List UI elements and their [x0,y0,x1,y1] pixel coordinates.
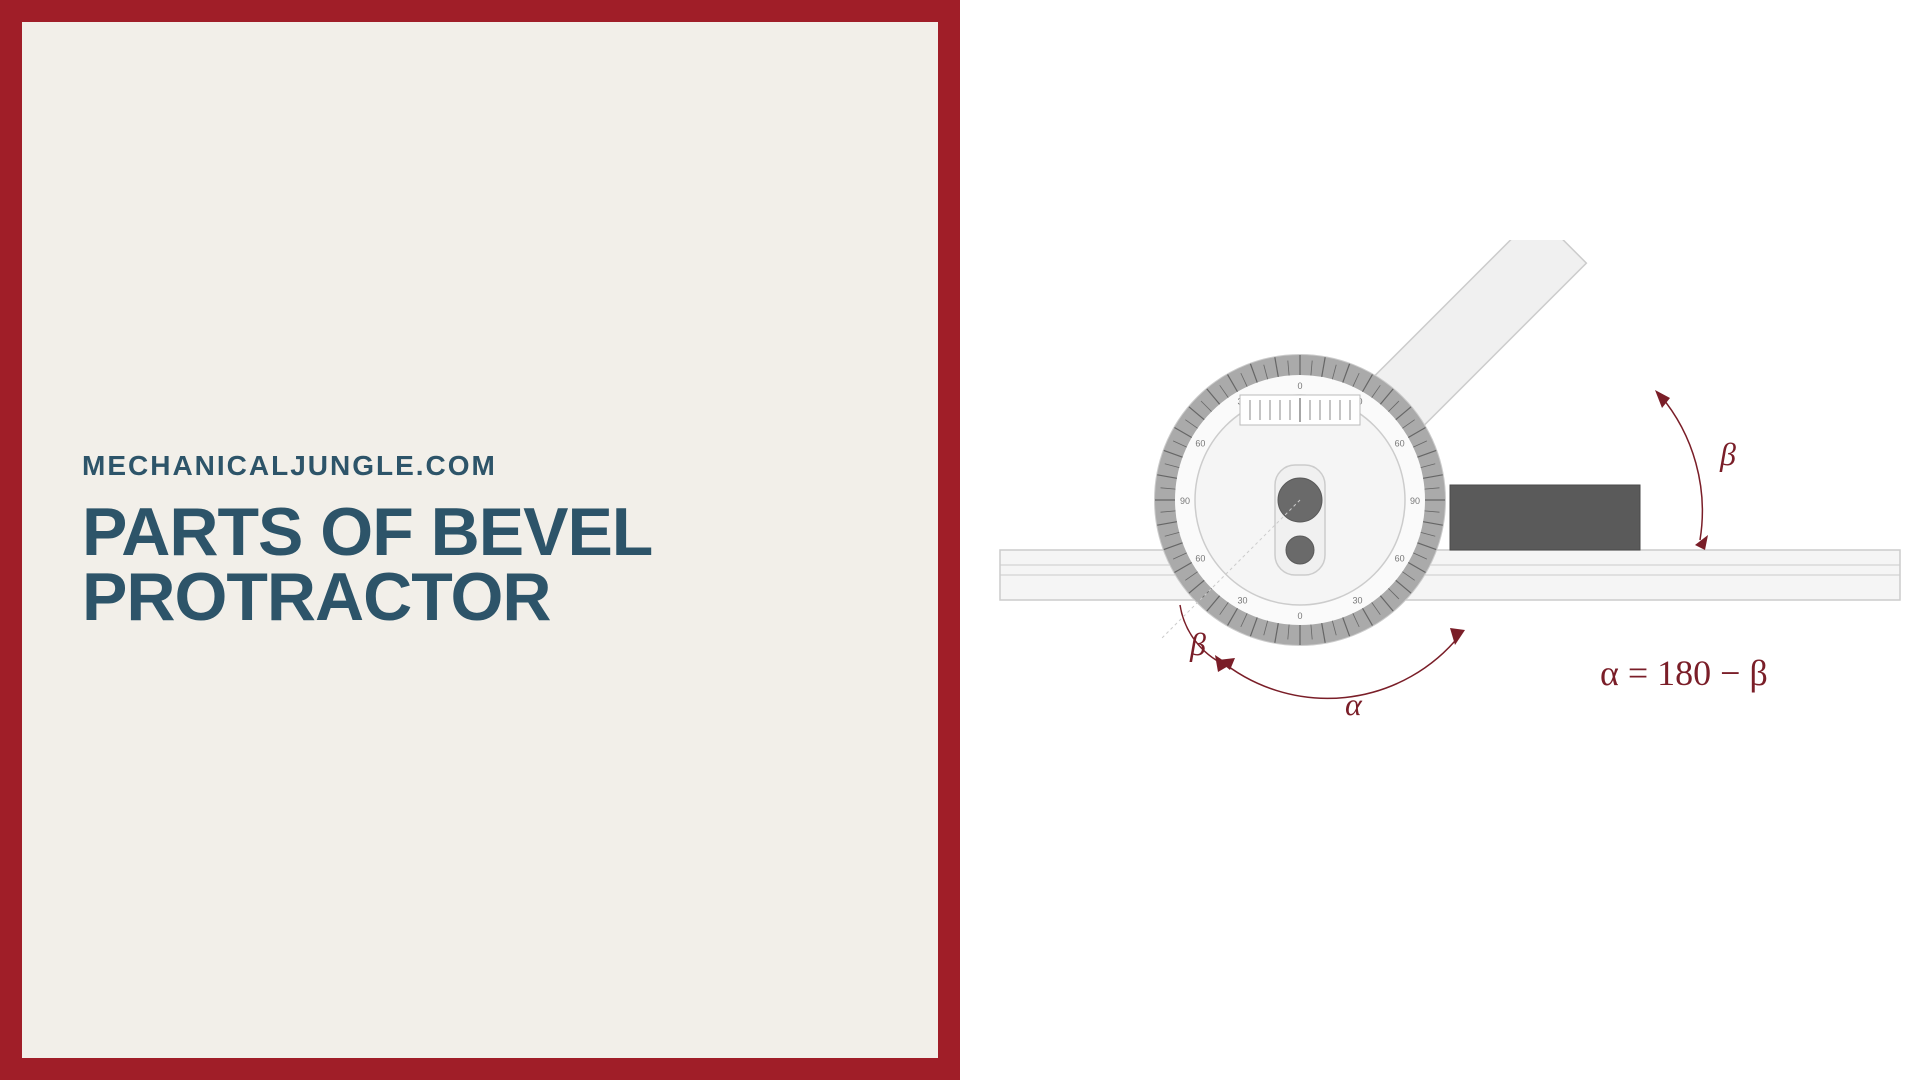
svg-text:60: 60 [1395,554,1405,564]
main-title: PARTS OF BEVEL PROTRACTOR [82,500,878,629]
diagram-container: 0306090603003060906030 [960,240,1920,840]
title-line-2: PROTRACTOR [82,559,551,635]
alpha-arrow-2 [1450,628,1465,645]
title-card: MECHANICALJUNGLE.COM PARTS OF BEVEL PROT… [0,0,960,1080]
svg-text:0: 0 [1297,381,1302,391]
website-label: MECHANICALJUNGLE.COM [82,450,878,482]
workpiece [1450,485,1640,550]
svg-text:60: 60 [1195,439,1205,449]
svg-text:60: 60 [1395,439,1405,449]
beta-arrow-top-2 [1695,535,1708,550]
alpha-arc [1220,635,1460,698]
svg-text:0: 0 [1297,611,1302,621]
beta-arc-top [1660,395,1702,540]
formula-text: α = 180 − β [1600,653,1768,693]
beta-label-top: β [1719,436,1736,472]
svg-text:90: 90 [1180,496,1190,506]
beta-label-bottom: β [1189,626,1206,662]
protractor-diagram: 0306090603003060906030 [960,240,1920,840]
alpha-label: α [1345,686,1363,722]
svg-text:90: 90 [1410,496,1420,506]
svg-text:30: 30 [1237,596,1247,606]
center-knob-bottom [1286,536,1314,564]
svg-text:30: 30 [1352,596,1362,606]
svg-text:60: 60 [1195,554,1205,564]
diagram-panel: 0306090603003060906030 [960,0,1920,1080]
